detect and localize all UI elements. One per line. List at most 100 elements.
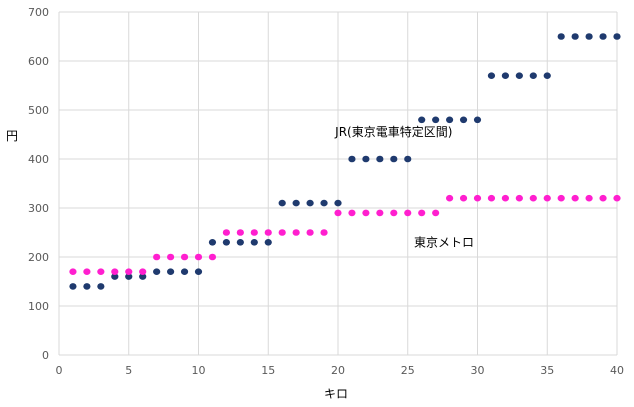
data-point bbox=[557, 194, 565, 202]
y-tick-label: 700 bbox=[28, 6, 49, 19]
data-point bbox=[376, 155, 384, 163]
data-point bbox=[334, 199, 342, 207]
data-point bbox=[250, 239, 258, 246]
data-point bbox=[180, 268, 189, 276]
y-tick-label: 300 bbox=[28, 202, 49, 215]
data-point bbox=[473, 194, 482, 202]
plot-area-frame bbox=[58, 12, 617, 356]
data-point bbox=[125, 273, 133, 280]
x-tick-label: 40 bbox=[610, 364, 624, 377]
data-point bbox=[599, 194, 607, 202]
data-point bbox=[362, 155, 370, 163]
data-point bbox=[208, 253, 217, 261]
data-point bbox=[83, 268, 91, 276]
data-point bbox=[432, 116, 440, 124]
x-axis-tick-labels: 0 5 10 15 20 25 30 35 40 bbox=[56, 364, 625, 377]
data-point bbox=[153, 253, 161, 261]
data-point bbox=[459, 116, 468, 124]
data-point bbox=[292, 229, 300, 236]
data-point bbox=[334, 209, 342, 217]
data-point bbox=[404, 155, 412, 163]
data-point bbox=[473, 116, 482, 124]
data-point bbox=[515, 72, 523, 79]
x-tick-label: 20 bbox=[331, 364, 345, 377]
data-point bbox=[557, 33, 565, 40]
data-point bbox=[529, 194, 537, 202]
x-tick-label: 5 bbox=[125, 364, 132, 377]
y-tick-label: 500 bbox=[28, 104, 49, 117]
data-point bbox=[487, 72, 496, 79]
data-point bbox=[571, 194, 579, 202]
data-point bbox=[125, 268, 133, 276]
data-point bbox=[306, 199, 314, 207]
annotations: JR(東京電車特定区間) 東京メトロ bbox=[334, 124, 474, 249]
data-point bbox=[585, 194, 593, 202]
data-point bbox=[139, 268, 147, 276]
data-point bbox=[153, 268, 161, 276]
x-tick-label: 25 bbox=[401, 364, 415, 377]
data-point bbox=[501, 72, 509, 79]
data-point bbox=[278, 199, 286, 207]
data-point bbox=[222, 239, 230, 246]
data-point bbox=[208, 239, 217, 246]
data-point bbox=[194, 268, 203, 276]
data-point bbox=[180, 253, 189, 261]
x-axis-title: キロ bbox=[324, 387, 348, 401]
data-point bbox=[613, 194, 621, 202]
data-point bbox=[446, 194, 454, 202]
x-tick-label: 35 bbox=[540, 364, 554, 377]
data-point bbox=[194, 253, 203, 261]
data-point bbox=[139, 273, 147, 280]
data-point bbox=[418, 209, 426, 217]
data-point bbox=[599, 33, 607, 40]
data-point bbox=[320, 229, 328, 236]
data-point bbox=[501, 194, 509, 202]
data-point bbox=[543, 194, 551, 202]
data-point bbox=[571, 33, 579, 40]
data-point bbox=[69, 268, 77, 276]
data-point bbox=[515, 194, 523, 202]
data-point bbox=[362, 209, 370, 217]
data-point bbox=[236, 229, 244, 236]
x-tick-label: 30 bbox=[471, 364, 485, 377]
data-point bbox=[446, 116, 454, 124]
data-point bbox=[69, 283, 77, 290]
y-tick-label: 100 bbox=[28, 300, 49, 313]
data-point bbox=[529, 72, 537, 79]
y-axis-title: 円 bbox=[6, 129, 18, 143]
data-point bbox=[264, 229, 272, 236]
y-axis-tick-labels: 0 100 200 300 400 500 600 700 bbox=[28, 6, 49, 362]
data-point bbox=[306, 229, 314, 236]
data-point bbox=[418, 116, 426, 124]
data-point bbox=[432, 209, 440, 217]
data-point bbox=[459, 194, 468, 202]
x-tick-label: 15 bbox=[261, 364, 275, 377]
annotation-label: JR(東京電車特定区間) bbox=[334, 124, 452, 139]
data-point bbox=[111, 273, 119, 280]
series-1 bbox=[69, 194, 621, 276]
y-tick-label: 600 bbox=[28, 55, 49, 68]
data-point bbox=[404, 209, 412, 217]
data-point bbox=[83, 283, 91, 290]
x-tick-label: 10 bbox=[192, 364, 206, 377]
data-point bbox=[111, 268, 119, 276]
data-point bbox=[97, 268, 105, 276]
data-point bbox=[376, 209, 384, 217]
y-tick-label: 0 bbox=[42, 349, 49, 362]
data-point bbox=[390, 209, 398, 217]
data-point bbox=[348, 209, 356, 217]
gridlines bbox=[58, 11, 618, 356]
data-point bbox=[585, 33, 593, 40]
data-points bbox=[69, 33, 621, 290]
data-point bbox=[250, 229, 258, 236]
series-0 bbox=[69, 33, 621, 290]
data-point bbox=[390, 155, 398, 163]
data-point bbox=[487, 194, 496, 202]
data-point bbox=[278, 229, 286, 236]
y-tick-label: 400 bbox=[28, 153, 49, 166]
data-point bbox=[236, 239, 244, 246]
data-point bbox=[264, 239, 272, 246]
data-point bbox=[348, 155, 356, 163]
annotation-label: 東京メトロ bbox=[414, 235, 474, 249]
